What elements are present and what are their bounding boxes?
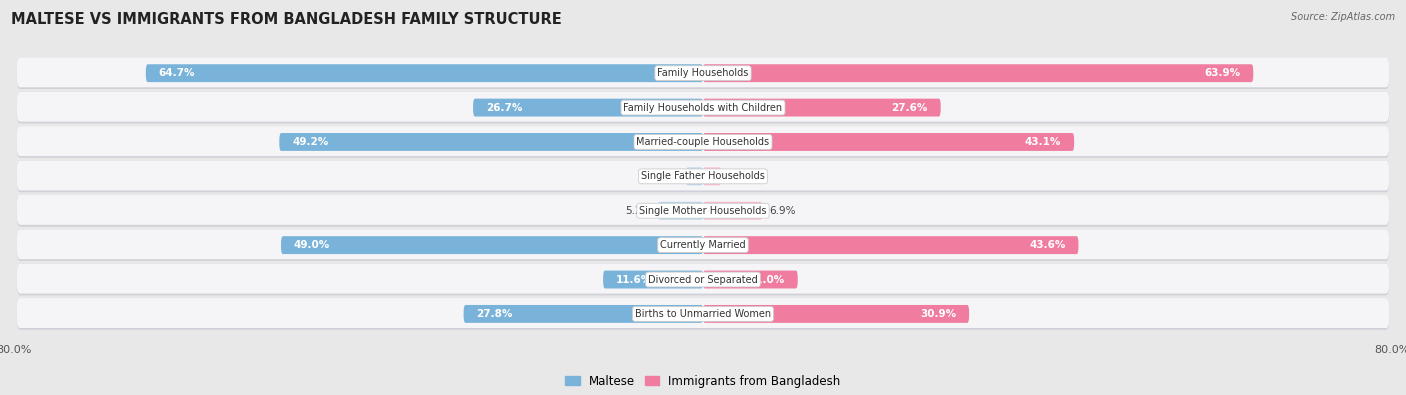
FancyBboxPatch shape	[17, 57, 1389, 89]
FancyBboxPatch shape	[17, 229, 1389, 261]
FancyBboxPatch shape	[17, 92, 1389, 122]
FancyBboxPatch shape	[280, 133, 703, 151]
FancyBboxPatch shape	[703, 236, 1078, 254]
FancyBboxPatch shape	[703, 64, 1253, 82]
FancyBboxPatch shape	[703, 99, 941, 117]
FancyBboxPatch shape	[603, 271, 703, 288]
FancyBboxPatch shape	[17, 195, 1389, 225]
FancyBboxPatch shape	[472, 99, 703, 117]
Text: 2.1%: 2.1%	[728, 171, 755, 181]
FancyBboxPatch shape	[17, 229, 1389, 259]
FancyBboxPatch shape	[17, 57, 1389, 87]
FancyBboxPatch shape	[17, 92, 1389, 123]
FancyBboxPatch shape	[703, 202, 762, 220]
Text: 2.0%: 2.0%	[652, 171, 679, 181]
FancyBboxPatch shape	[703, 133, 1074, 151]
Text: Family Households: Family Households	[658, 68, 748, 78]
Text: 5.2%: 5.2%	[624, 206, 651, 216]
FancyBboxPatch shape	[17, 195, 1389, 227]
Text: 30.9%: 30.9%	[920, 309, 956, 319]
FancyBboxPatch shape	[281, 236, 703, 254]
FancyBboxPatch shape	[17, 264, 1389, 295]
Text: Divorced or Separated: Divorced or Separated	[648, 275, 758, 284]
FancyBboxPatch shape	[658, 202, 703, 220]
Text: MALTESE VS IMMIGRANTS FROM BANGLADESH FAMILY STRUCTURE: MALTESE VS IMMIGRANTS FROM BANGLADESH FA…	[11, 12, 562, 27]
Text: 43.6%: 43.6%	[1029, 240, 1066, 250]
Text: 63.9%: 63.9%	[1205, 68, 1240, 78]
Text: 64.7%: 64.7%	[159, 68, 195, 78]
Text: Births to Unmarried Women: Births to Unmarried Women	[636, 309, 770, 319]
Text: Single Mother Households: Single Mother Households	[640, 206, 766, 216]
Text: Family Households with Children: Family Households with Children	[623, 103, 783, 113]
Text: 49.0%: 49.0%	[294, 240, 330, 250]
Text: 26.7%: 26.7%	[486, 103, 523, 113]
FancyBboxPatch shape	[17, 298, 1389, 330]
FancyBboxPatch shape	[17, 126, 1389, 158]
FancyBboxPatch shape	[703, 167, 721, 185]
FancyBboxPatch shape	[686, 167, 703, 185]
FancyBboxPatch shape	[146, 64, 703, 82]
Text: Single Father Households: Single Father Households	[641, 171, 765, 181]
FancyBboxPatch shape	[17, 298, 1389, 328]
FancyBboxPatch shape	[703, 271, 797, 288]
Text: 11.6%: 11.6%	[616, 275, 652, 284]
FancyBboxPatch shape	[17, 160, 1389, 192]
FancyBboxPatch shape	[17, 126, 1389, 156]
FancyBboxPatch shape	[17, 160, 1389, 190]
FancyBboxPatch shape	[464, 305, 703, 323]
Legend: Maltese, Immigrants from Bangladesh: Maltese, Immigrants from Bangladesh	[561, 370, 845, 392]
Text: 49.2%: 49.2%	[292, 137, 329, 147]
Text: 6.9%: 6.9%	[769, 206, 796, 216]
FancyBboxPatch shape	[17, 264, 1389, 293]
Text: 43.1%: 43.1%	[1025, 137, 1062, 147]
Text: 11.0%: 11.0%	[748, 275, 785, 284]
Text: Married-couple Households: Married-couple Households	[637, 137, 769, 147]
Text: 27.6%: 27.6%	[891, 103, 928, 113]
Text: 27.8%: 27.8%	[477, 309, 513, 319]
Text: Source: ZipAtlas.com: Source: ZipAtlas.com	[1291, 12, 1395, 22]
Text: Currently Married: Currently Married	[661, 240, 745, 250]
FancyBboxPatch shape	[703, 305, 969, 323]
